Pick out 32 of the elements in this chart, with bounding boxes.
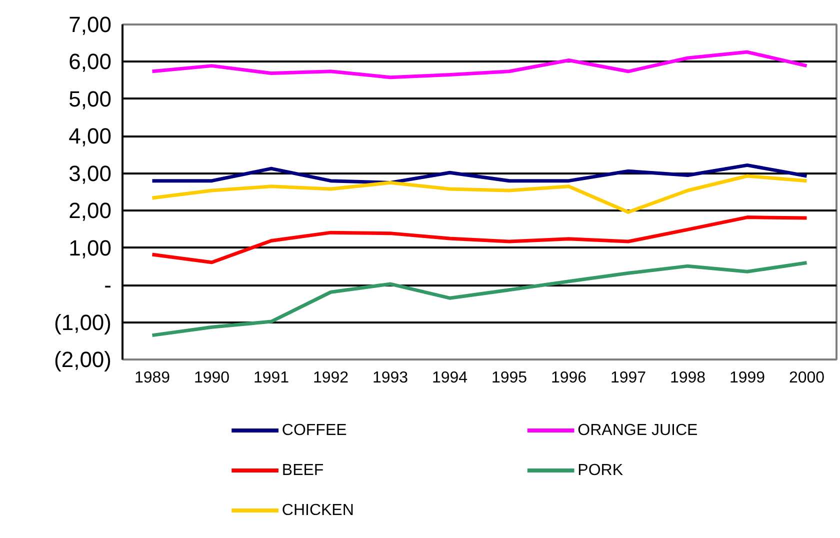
x-tick-label: 1993 [372, 370, 408, 386]
x-tick-label: 1989 [134, 370, 170, 386]
y-tick-label: - [104, 272, 112, 298]
x-tick-label: 1997 [610, 370, 646, 386]
line-series [150, 174, 808, 214]
y-tick-label: 6,00 [68, 49, 112, 74]
legend-label: COFFEE [282, 422, 347, 439]
y-tick-label: 3,00 [68, 160, 112, 186]
legend-label: CHICKEN [282, 502, 354, 519]
legend-label: PORK [578, 462, 624, 479]
legend-label: BEEF [282, 462, 324, 479]
x-tick-label: 1998 [670, 370, 706, 386]
line-series [150, 260, 808, 338]
y-tick-label: 7,00 [68, 12, 112, 37]
x-tick-label: 1999 [729, 370, 766, 386]
x-tick-label: 2000 [788, 370, 825, 386]
x-tick-label: 1990 [194, 370, 230, 386]
x-tick-label: 1992 [312, 370, 349, 386]
line-series [150, 163, 808, 184]
legend-label: ORANGE JUICE [578, 422, 698, 439]
x-tick-label: 1995 [491, 370, 528, 386]
y-tick-label: 4,00 [68, 124, 112, 149]
x-tick-label: 1991 [253, 370, 290, 386]
y-tick-label: (2,00) [54, 347, 112, 372]
y-tick-label: 1,00 [68, 235, 112, 260]
y-tick-label: 2,00 [68, 198, 112, 224]
x-tick-label: 1994 [432, 370, 468, 386]
x-tick-label: 1996 [550, 370, 587, 386]
line-series [150, 216, 808, 264]
y-tick-label: 5,00 [68, 86, 112, 112]
line-series [150, 50, 808, 80]
y-tick-label: (1,00) [54, 310, 112, 335]
